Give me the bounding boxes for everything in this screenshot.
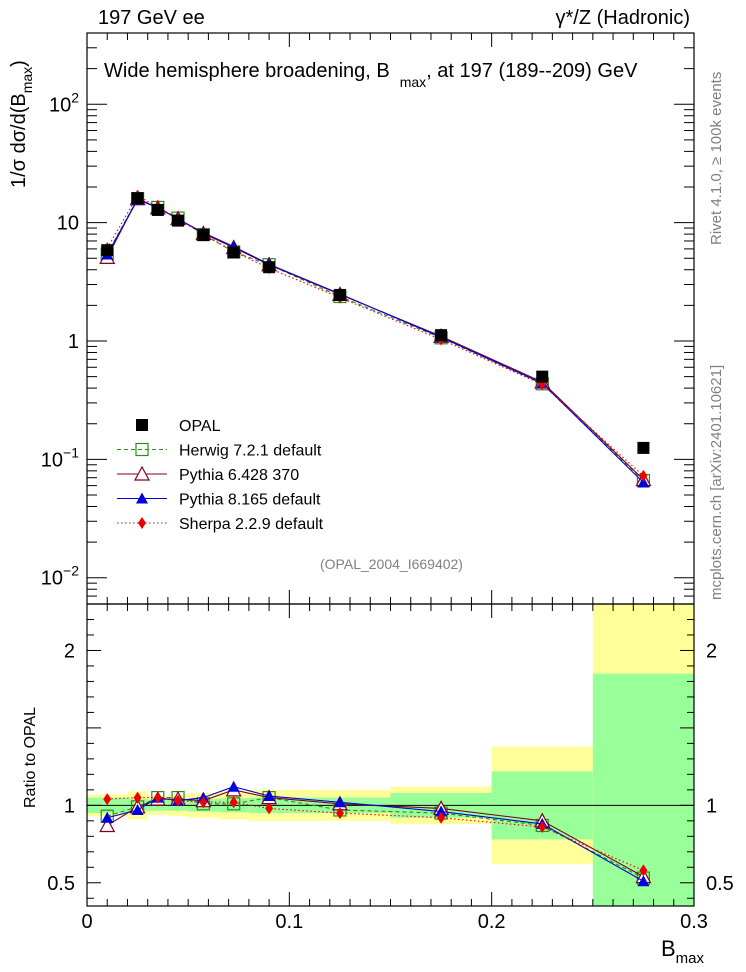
data-point (101, 244, 114, 257)
ratio-tick-label-left: 0.5 (47, 873, 75, 895)
series-line-main (106, 197, 644, 480)
data-point (263, 261, 276, 274)
legend-label: Herwig 7.2.1 default (179, 443, 322, 460)
series-point-ratio (229, 796, 238, 809)
series-line-main (106, 197, 644, 481)
series-point-ratio (174, 794, 183, 807)
series-line-ratio (107, 797, 644, 879)
ratio-y-axis-label: Ratio to OPAL (22, 706, 39, 808)
mcplots-label: mcplots.cern.ch [arXiv:2401.10621] (708, 364, 725, 600)
x-tick-label: 0.1 (275, 911, 303, 933)
data-point (536, 370, 549, 383)
data-point (227, 246, 240, 259)
y-axis-label: 1/σ dσ/d(Bmax) (8, 60, 35, 188)
legend-label: OPAL (179, 418, 221, 435)
legend-marker (136, 492, 148, 504)
ratio-tick-label-right: 0.5 (706, 873, 734, 895)
series-point-ratio (199, 796, 208, 809)
x-tick-label: 0.2 (478, 911, 506, 933)
series-point-ratio (637, 875, 650, 887)
ratio-tick-label-right: 1 (706, 795, 717, 817)
series-point-ratio (99, 817, 116, 833)
series-point-ratio (133, 791, 142, 804)
data-point (151, 203, 164, 216)
series-line-ratio (107, 797, 644, 871)
header-energy-label: 197 GeV ee (98, 7, 205, 29)
series-line-main (106, 199, 644, 483)
analysis-watermark: (OPAL_2004_I669402) (320, 556, 463, 572)
y-tick-label: 10−2 (41, 563, 79, 590)
legend-label: Pythia 8.165 default (179, 492, 321, 509)
legend-label: Sherpa 2.2.9 default (179, 516, 324, 533)
ratio-tick-label-left: 2 (64, 640, 75, 662)
series-point-ratio (153, 791, 162, 804)
series-point-ratio (263, 790, 276, 802)
header-process-label: γ*/Z (Hadronic) (555, 7, 690, 29)
legend-label: Pythia 6.428 370 (179, 467, 299, 484)
ratio-tick-label-right: 2 (706, 640, 717, 662)
series-point-ratio (265, 802, 274, 815)
series-point-ratio (435, 805, 448, 817)
legend-marker (138, 517, 146, 529)
x-tick-label: 0 (81, 911, 92, 933)
data-point (172, 214, 185, 227)
y-tick-label: 102 (49, 89, 79, 116)
ratio-tick-label-left: 1 (64, 795, 75, 817)
series-point-main (639, 469, 648, 482)
y-tick-label: 10−1 (41, 444, 79, 471)
series-point-ratio (333, 796, 346, 808)
data-point (333, 288, 346, 301)
data-point (637, 441, 650, 454)
legend-marker (133, 465, 151, 481)
legend-marker (136, 419, 148, 431)
y-tick-label: 1 (68, 331, 79, 353)
x-tick-label: 0.3 (680, 911, 708, 933)
series-point-ratio (101, 811, 114, 823)
series-line-main (106, 194, 644, 477)
series-point-ratio (335, 807, 344, 820)
series-point-ratio (538, 821, 547, 834)
series-point-ratio (103, 793, 112, 806)
legend-marker (135, 442, 149, 457)
series-point-ratio (131, 803, 144, 815)
series-point-ratio (437, 811, 446, 824)
series-point-main (637, 476, 650, 488)
data-point (197, 229, 210, 242)
data-point (435, 329, 448, 342)
series-point-ratio (227, 780, 240, 792)
rivet-version-label: Rivet 4.1.0, ≥ 100k events (708, 71, 725, 245)
series-point-ratio (639, 864, 648, 877)
data-point (131, 192, 144, 205)
x-axis-label: Bmax (660, 936, 704, 967)
y-tick-label: 10 (57, 213, 79, 235)
